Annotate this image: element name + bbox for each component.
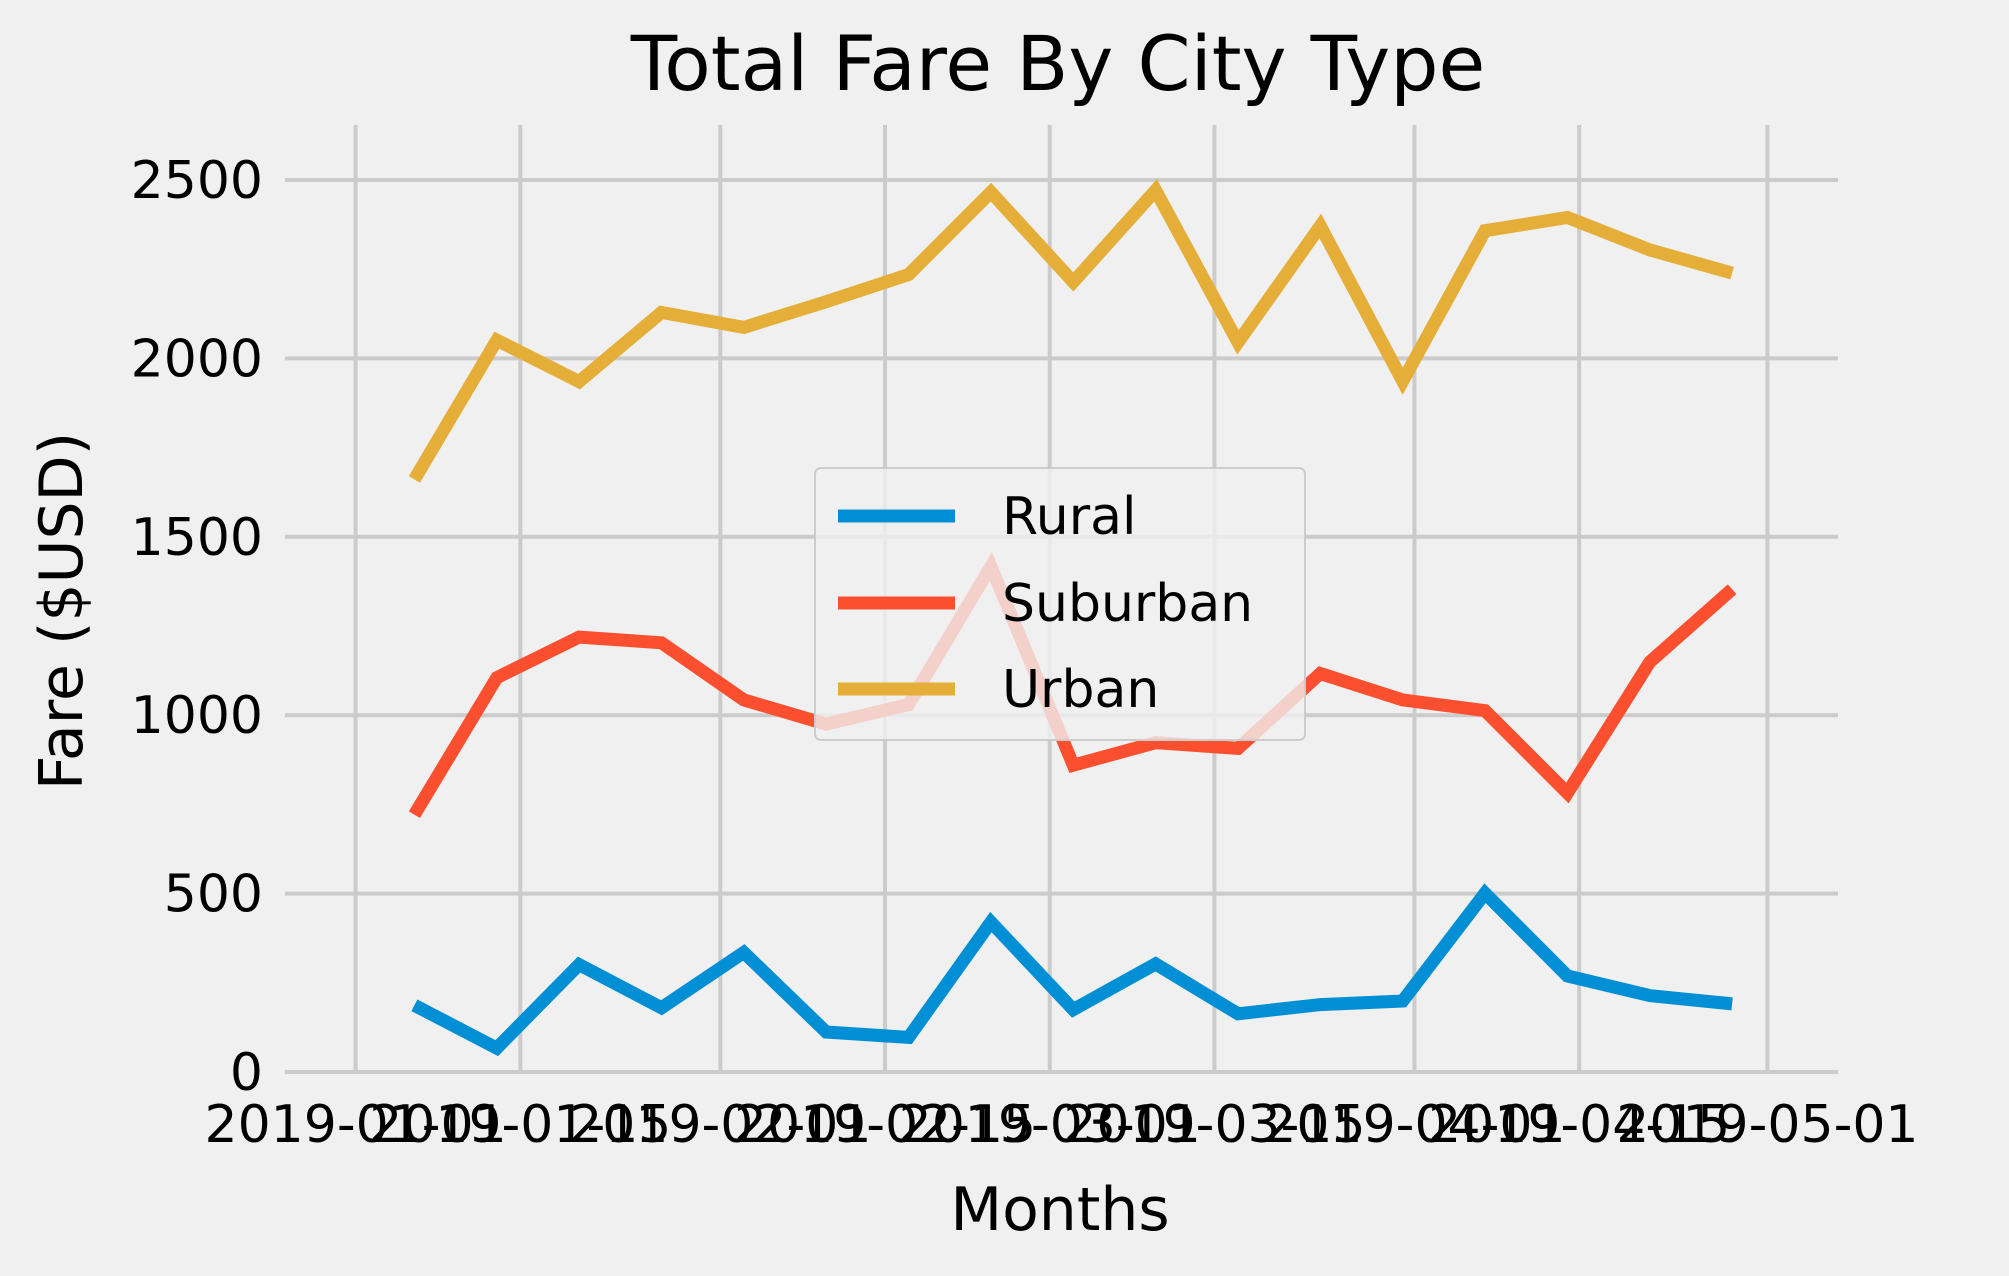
legend-urban-label: Urban <box>1002 660 1159 720</box>
legend: Rural Suburban Urban <box>814 467 1306 741</box>
x-tick-label: 2019-02-01 <box>569 1095 871 1155</box>
x-axis-label: Months <box>950 1175 1169 1245</box>
x-tick-label: 2019-02-15 <box>734 1095 1036 1155</box>
series-lines <box>408 179 1737 1057</box>
series-rural <box>411 883 1733 1057</box>
y-axis-label: Fare ($USD) <box>27 432 97 790</box>
x-tick-label: 2019-03-15 <box>1063 1095 1365 1155</box>
legend-rural-label: Rural <box>1002 487 1136 547</box>
y-tick-label: 2500 <box>131 151 263 211</box>
x-tick-label: 2019-01-01 <box>204 1095 506 1155</box>
x-tick-label: 2019-04-01 <box>1263 1095 1565 1155</box>
y-tick-label: 2000 <box>131 329 263 389</box>
y-tick-label: 0 <box>230 1043 263 1103</box>
tick-labels: 0 500 1000 1500 2000 2500 2019-01-012019-01-15… <box>131 151 1919 1155</box>
x-tick-label: 2019-04-15 <box>1428 1095 1730 1155</box>
y-tick-label: 500 <box>164 865 263 925</box>
y-tick-label: 1000 <box>131 686 263 746</box>
x-tick-label: 2019-01-15 <box>369 1095 671 1155</box>
x-tick-label: 2019-05-01 <box>1616 1095 1918 1155</box>
y-tick-label: 1500 <box>131 508 263 568</box>
legend-suburban-label: Suburban <box>1002 574 1253 634</box>
x-tick-label: 2019-03-01 <box>899 1095 1201 1155</box>
legend-frame <box>814 467 1306 741</box>
chart-title: Total Fare By City Type <box>630 19 1485 108</box>
series-urban <box>408 179 1734 483</box>
